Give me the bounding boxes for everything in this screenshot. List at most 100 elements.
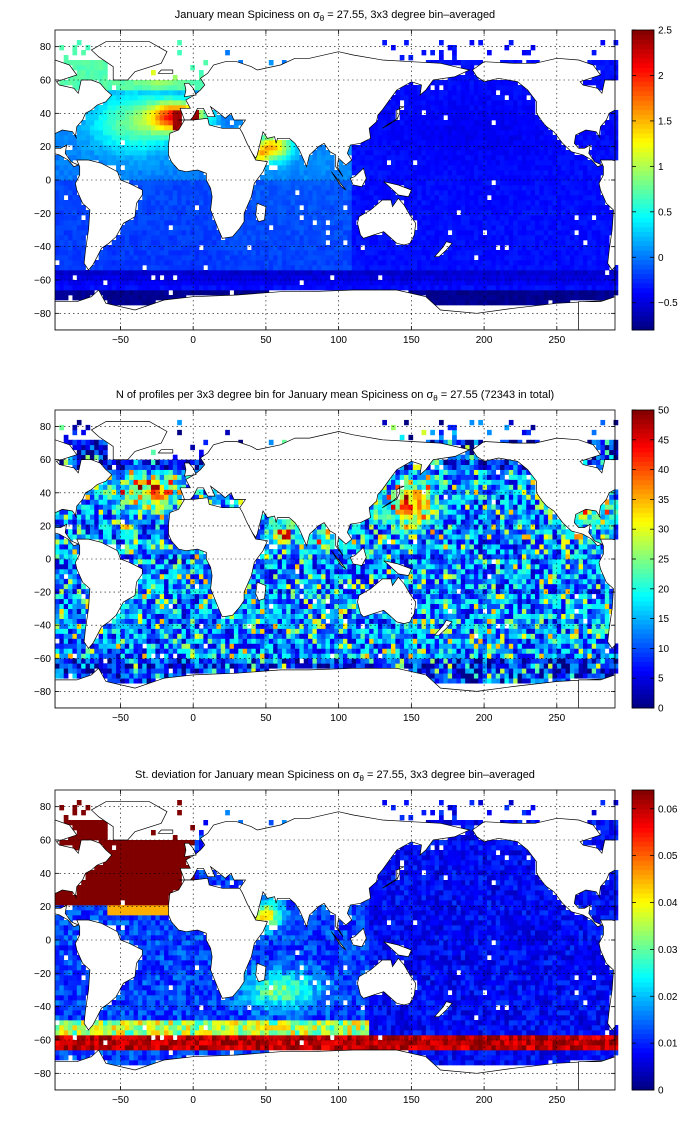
- heatmap-cell: [112, 529, 117, 534]
- heatmap-cell: [382, 130, 387, 135]
- heatmap-cell: [526, 115, 531, 120]
- heatmap-cell: [317, 185, 322, 190]
- heatmap-cell: [160, 200, 165, 205]
- heatmap-cell: [68, 643, 73, 648]
- heatmap-cell: [116, 265, 121, 270]
- heatmap-cell: [456, 105, 461, 110]
- heatmap-cell: [134, 150, 139, 155]
- heatmap-cell: [347, 195, 352, 200]
- heatmap-cell: [326, 170, 331, 175]
- heatmap-cell: [544, 220, 549, 225]
- heatmap-cell: [120, 175, 125, 180]
- landmass: [256, 203, 266, 221]
- heatmap-cell: [304, 190, 309, 195]
- heatmap-cell: [182, 220, 187, 225]
- heatmap-cell: [408, 165, 413, 170]
- heatmap-cell: [120, 150, 125, 155]
- heatmap-cell: [426, 255, 431, 260]
- heatmap-cell: [456, 120, 461, 125]
- heatmap-cell: [413, 280, 418, 285]
- heatmap-cell: [430, 150, 435, 155]
- heatmap-cell: [190, 200, 195, 205]
- heatmap-cell: [190, 280, 195, 285]
- heatmap-cell: [186, 245, 191, 250]
- heatmap-cell: [509, 130, 514, 135]
- heatmap-cell: [500, 140, 505, 145]
- heatmap-cell: [339, 235, 344, 240]
- heatmap-cell: [112, 485, 117, 490]
- heatmap-cell: [596, 225, 601, 230]
- heatmap-cell: [186, 220, 191, 225]
- heatmap-cell: [596, 230, 601, 235]
- heatmap-cell: [120, 619, 125, 624]
- heatmap-cell: [151, 100, 156, 105]
- heatmap-cell: [596, 290, 601, 295]
- heatmap-cell: [155, 285, 160, 290]
- heatmap-cell: [352, 240, 357, 245]
- heatmap-cell: [487, 260, 492, 265]
- heatmap-cell: [465, 275, 470, 280]
- heatmap-cell: [474, 130, 479, 135]
- heatmap-cell: [321, 175, 326, 180]
- heatmap-cell: [120, 295, 125, 300]
- heatmap-cell: [413, 150, 418, 155]
- heatmap-cell: [465, 170, 470, 175]
- heatmap-cell: [208, 255, 213, 260]
- heatmap-cell: [522, 220, 527, 225]
- heatmap-cell: [461, 255, 466, 260]
- heatmap-cell: [125, 145, 130, 150]
- heatmap-cell: [81, 599, 86, 604]
- heatmap-cell: [269, 265, 274, 270]
- heatmap-cell: [129, 604, 134, 609]
- heatmap-cell: [491, 245, 496, 250]
- heatmap-cell: [164, 135, 169, 140]
- heatmap-cell: [417, 275, 422, 280]
- heatmap-cell: [299, 220, 304, 225]
- heatmap-cell: [570, 235, 575, 240]
- heatmap-cell: [435, 270, 440, 275]
- heatmap-cell: [552, 235, 557, 240]
- heatmap-cell: [312, 195, 317, 200]
- heatmap-cell: [487, 225, 492, 230]
- heatmap-cell: [561, 175, 566, 180]
- heatmap-cell: [116, 643, 121, 648]
- heatmap-cell: [216, 235, 221, 240]
- heatmap-cell: [177, 275, 182, 280]
- heatmap-cell: [278, 140, 283, 145]
- heatmap-cell: [129, 539, 134, 544]
- heatmap-cell: [299, 285, 304, 290]
- heatmap-cell: [212, 230, 217, 235]
- heatmap-cell: [352, 215, 357, 220]
- heatmap-cell: [443, 130, 448, 135]
- heatmap-cell: [59, 425, 64, 430]
- heatmap-cell: [186, 195, 191, 200]
- heatmap-cell: [125, 110, 130, 115]
- heatmap-cell: [151, 80, 156, 85]
- heatmap-cell: [422, 285, 427, 290]
- heatmap-cell: [264, 150, 269, 155]
- heatmap-cell: [552, 145, 557, 150]
- heatmap-cell: [177, 285, 182, 290]
- heatmap-cell: [125, 240, 130, 245]
- heatmap-cell: [526, 265, 531, 270]
- heatmap-cell: [107, 638, 112, 643]
- heatmap-cell: [68, 210, 73, 215]
- heatmap-cell: [125, 604, 130, 609]
- heatmap-cell: [422, 105, 427, 110]
- heatmap-cell: [243, 240, 248, 245]
- heatmap-cell: [125, 80, 130, 85]
- heatmap-cell: [544, 130, 549, 135]
- heatmap-cell: [592, 175, 597, 180]
- heatmap-cell: [478, 210, 483, 215]
- heatmap-cell: [609, 135, 614, 140]
- heatmap-cell: [190, 245, 195, 250]
- heatmap-cell: [295, 185, 300, 190]
- heatmap-cell: [474, 250, 479, 255]
- heatmap-cell: [387, 110, 392, 115]
- heatmap-cell: [535, 145, 540, 150]
- heatmap-cell: [134, 160, 139, 165]
- heatmap-cell: [452, 240, 457, 245]
- heatmap-cell: [112, 155, 117, 160]
- heatmap-cell: [518, 105, 523, 110]
- heatmap-cell: [592, 240, 597, 245]
